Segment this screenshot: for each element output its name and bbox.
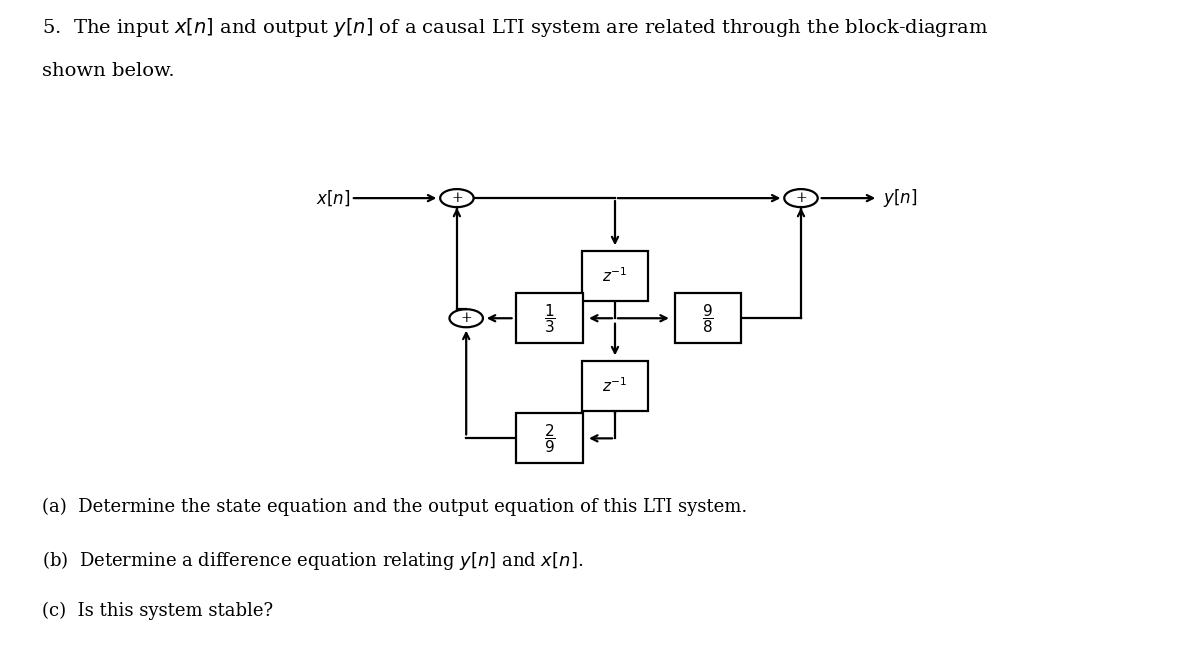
Text: $\dfrac{2}{9}$: $\dfrac{2}{9}$ [544,422,556,455]
Text: (b)  Determine a difference equation relating $y[n]$ and $x[n]$.: (b) Determine a difference equation rela… [42,549,583,572]
Text: $z^{-1}$: $z^{-1}$ [602,376,628,395]
Text: (a)  Determine the state equation and the output equation of this LTI system.: (a) Determine the state equation and the… [42,497,748,515]
Text: +: + [796,191,806,205]
FancyBboxPatch shape [582,251,648,301]
Text: $y[n]$: $y[n]$ [883,187,917,209]
Text: 5.  The input $x[n]$ and output $y[n]$ of a causal LTI system are related throug: 5. The input $x[n]$ and output $y[n]$ of… [42,16,989,39]
Text: +: + [451,191,463,205]
FancyBboxPatch shape [516,413,583,463]
Text: $\dfrac{1}{3}$: $\dfrac{1}{3}$ [544,302,556,335]
FancyBboxPatch shape [674,293,742,343]
Text: shown below.: shown below. [42,62,175,80]
Text: $x[n]$: $x[n]$ [316,188,350,208]
Text: (c)  Is this system stable?: (c) Is this system stable? [42,601,274,619]
Text: $z^{-1}$: $z^{-1}$ [602,266,628,285]
Text: $\dfrac{9}{8}$: $\dfrac{9}{8}$ [702,302,714,335]
FancyBboxPatch shape [582,361,648,411]
FancyBboxPatch shape [516,293,583,343]
Text: +: + [461,311,472,325]
